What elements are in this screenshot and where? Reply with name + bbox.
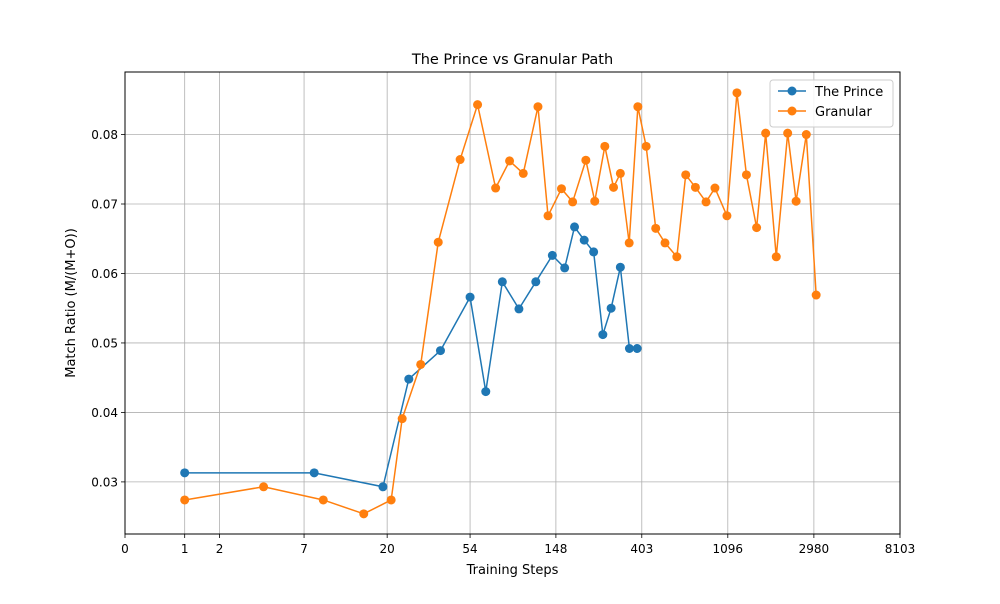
data-point	[180, 468, 190, 478]
data-point	[615, 168, 625, 178]
data-point	[609, 182, 619, 192]
data-point	[455, 155, 465, 165]
series-granular	[180, 88, 821, 519]
plot-frame	[124, 71, 901, 535]
data-point	[259, 482, 269, 492]
x-tick-label: 148	[544, 542, 567, 556]
x-tick-label: 8103	[885, 542, 916, 556]
data-point	[378, 482, 388, 492]
data-point	[590, 196, 600, 206]
data-point	[533, 102, 543, 112]
data-point	[624, 238, 634, 248]
data-point	[433, 237, 443, 247]
legend-label-prince: The Prince	[814, 85, 883, 100]
data-point	[598, 330, 608, 340]
x-tick-label: 0	[121, 542, 129, 556]
data-point	[309, 468, 319, 478]
data-point	[761, 128, 771, 138]
data-point	[481, 387, 491, 397]
data-point	[732, 88, 742, 98]
data-point	[497, 277, 507, 287]
data-point	[615, 262, 625, 272]
data-point	[505, 156, 515, 166]
data-point	[568, 197, 578, 207]
data-point	[491, 183, 501, 193]
series-line	[184, 226, 638, 488]
data-point	[690, 182, 700, 192]
legend-label-granular: Granular	[815, 105, 872, 120]
ticks-layer: 0 1 2 7 20 54 148 403 1096 2980 8103 0.03 0.04 0.05 0.…	[91, 128, 915, 556]
data-point	[701, 197, 711, 207]
data-point	[473, 100, 483, 110]
data-point	[570, 222, 580, 232]
legend: The Prince Granular	[769, 79, 894, 128]
data-point	[681, 170, 691, 180]
data-point	[318, 495, 328, 505]
x-tick-label: 2980	[799, 542, 830, 556]
data-point	[359, 509, 369, 519]
x-tick-label: 2	[216, 542, 224, 556]
data-point	[180, 495, 190, 505]
y-tick-label: 0.04	[91, 406, 118, 420]
legend-marker-prince	[787, 86, 797, 96]
data-point	[633, 102, 643, 112]
data-point	[801, 130, 811, 140]
data-point	[791, 196, 801, 206]
data-point	[416, 359, 426, 369]
y-tick-label: 0.08	[91, 128, 118, 142]
data-point	[404, 374, 414, 384]
series-line	[184, 92, 817, 515]
y-tick-label: 0.07	[91, 198, 118, 212]
data-point	[514, 304, 524, 314]
data-point	[435, 346, 445, 356]
data-point	[651, 223, 661, 233]
data-point	[386, 495, 396, 505]
series-the-prince	[180, 222, 642, 492]
y-tick-label: 0.05	[91, 336, 118, 350]
data-point	[543, 211, 553, 221]
x-tick-label: 403	[630, 542, 653, 556]
data-point	[752, 223, 762, 233]
data-point	[547, 250, 557, 260]
grid-layer	[125, 72, 900, 534]
data-point	[589, 247, 599, 257]
data-point	[581, 155, 591, 165]
data-point	[783, 128, 793, 138]
data-point	[560, 263, 570, 273]
x-tick-label: 7	[300, 542, 308, 556]
data-point	[600, 141, 610, 151]
x-axis-label: Training Steps	[466, 563, 559, 578]
data-point	[660, 238, 670, 248]
data-point	[641, 141, 651, 151]
data-point	[465, 292, 475, 302]
data-point	[741, 170, 751, 180]
y-axis-label: Match Ratio (M/(M+O))	[64, 228, 79, 378]
x-tick-label: 1096	[713, 542, 744, 556]
x-tick-label: 20	[380, 542, 395, 556]
data-point	[811, 290, 821, 300]
data-point	[518, 168, 528, 178]
x-tick-label: 1	[181, 542, 189, 556]
series-layer	[180, 88, 821, 519]
data-point	[606, 303, 616, 313]
data-point	[632, 344, 642, 354]
chart-title: The Prince vs Granular Path	[411, 52, 613, 68]
y-tick-label: 0.06	[91, 267, 118, 281]
data-point	[722, 211, 732, 221]
data-point	[771, 252, 781, 262]
y-tick-label: 0.03	[91, 475, 118, 489]
data-point	[556, 184, 566, 194]
data-point	[624, 344, 634, 354]
data-point	[672, 252, 682, 262]
data-point	[531, 277, 541, 287]
data-point	[579, 235, 589, 245]
data-point	[710, 183, 720, 193]
legend-marker-granular	[787, 106, 797, 116]
x-tick-label: 54	[462, 542, 477, 556]
data-point	[397, 414, 407, 424]
